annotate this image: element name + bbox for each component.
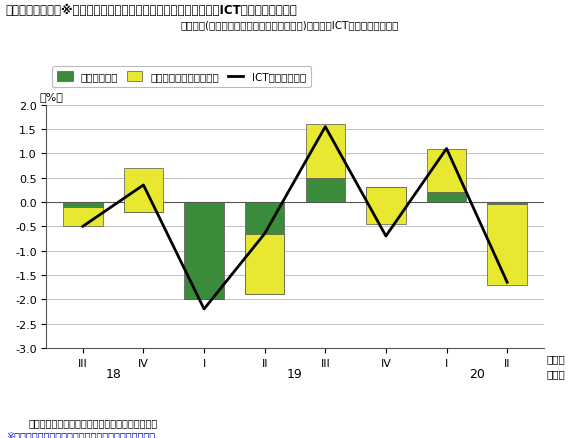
Bar	[427, 149, 466, 193]
Text: （年）: （年）	[546, 368, 566, 378]
Text: （期）: （期）	[546, 354, 566, 364]
Text: ※ここでいう設備投資は機械受注統計で代用している。: ※ここでいう設備投資は機械受注統計で代用している。	[6, 430, 155, 438]
Bar	[245, 234, 284, 295]
Bar	[427, 193, 466, 202]
Bar	[487, 205, 527, 285]
Bar	[63, 202, 103, 207]
Bar	[366, 188, 405, 202]
Bar	[124, 202, 163, 212]
Bar	[184, 202, 224, 300]
Bar	[366, 188, 405, 224]
Text: 機械受注(民需、除く船舶・電力・携帯電話)に占めるICT関連機種の寄与度: 機械受注(民需、除く船舶・電力・携帯電話)に占めるICT関連機種の寄与度	[181, 20, 399, 30]
Text: （%）: （%）	[39, 92, 63, 102]
Bar	[63, 207, 103, 227]
Text: 20: 20	[469, 367, 485, 381]
Bar	[245, 202, 284, 295]
Text: 図表７　設備投資※（民需、除く船舶・電力・携帯電話）に占めるICT関連機種の寄与度: 図表７ 設備投資※（民需、除く船舶・電力・携帯電話）に占めるICT関連機種の寄与…	[6, 4, 298, 18]
Text: 18: 18	[105, 367, 121, 381]
Bar	[487, 202, 527, 205]
Bar	[306, 178, 345, 202]
Bar	[124, 169, 163, 212]
Legend: 電子計算機等, 通信機（除く携帯電話）, ICT関連設備投資: 電子計算機等, 通信機（除く携帯電話）, ICT関連設備投資	[52, 67, 311, 88]
Text: 19: 19	[287, 367, 303, 381]
Bar	[306, 125, 345, 178]
Text: （出所）内閣府「機械受注統計調査」より作成。: （出所）内閣府「機械受注統計調査」より作成。	[29, 417, 158, 427]
